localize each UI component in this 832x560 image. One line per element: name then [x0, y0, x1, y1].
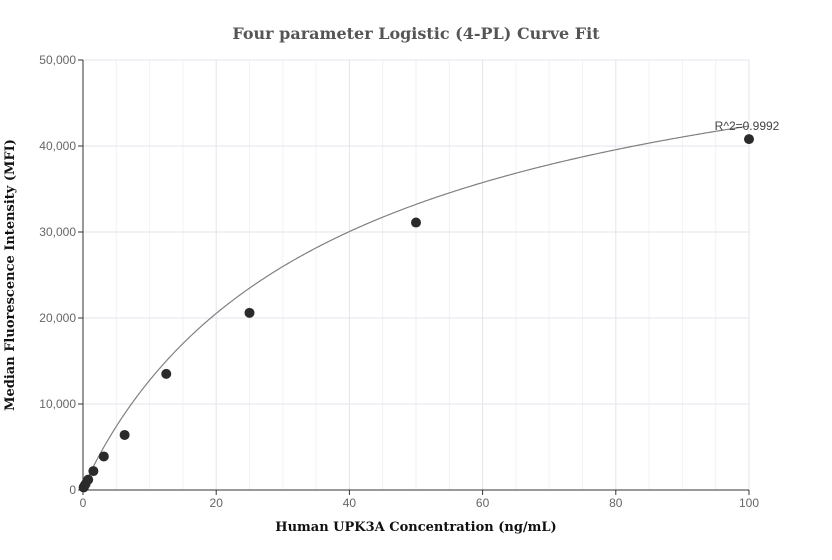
data-point: [161, 368, 172, 379]
data-point: [244, 307, 255, 318]
y-tick-label: 0: [69, 483, 76, 497]
data-points: [78, 134, 754, 493]
x-tick-label: 100: [739, 496, 759, 510]
y-tick-label: 10,000: [39, 397, 76, 411]
x-tick-label: 0: [80, 496, 87, 510]
data-point: [98, 451, 109, 462]
x-tick-label: 40: [343, 496, 357, 510]
data-point: [88, 466, 99, 477]
data-point: [411, 217, 421, 228]
y-tick-label: 50,000: [39, 53, 76, 67]
x-axis-title: Human UPK3A Concentration (ng/mL): [275, 520, 556, 535]
x-tick-label: 80: [609, 496, 623, 510]
y-tick-label: 40,000: [39, 139, 76, 153]
x-tick-label: 20: [210, 496, 224, 510]
r-squared-annotation: R^2=0.9992: [715, 119, 780, 133]
data-point: [744, 134, 754, 145]
x-tick-labels: 0 20 40 60 80 100: [80, 496, 760, 510]
y-tick-labels: 0 10,000 20,000 30,000 40,000 50,000: [39, 53, 76, 497]
fit-curve: [82, 125, 750, 489]
chart-title: Four parameter Logistic (4-PL) Curve Fit: [232, 24, 600, 43]
y-tick-label: 20,000: [39, 311, 76, 325]
data-point: [119, 429, 130, 440]
data-point: [83, 474, 94, 485]
grid: [83, 59, 750, 490]
axes: [78, 59, 750, 495]
x-tick-label: 60: [476, 496, 490, 510]
y-tick-label: 30,000: [39, 225, 76, 239]
y-axis-title: Median Fluorescence Intensity (MFI): [3, 139, 18, 411]
